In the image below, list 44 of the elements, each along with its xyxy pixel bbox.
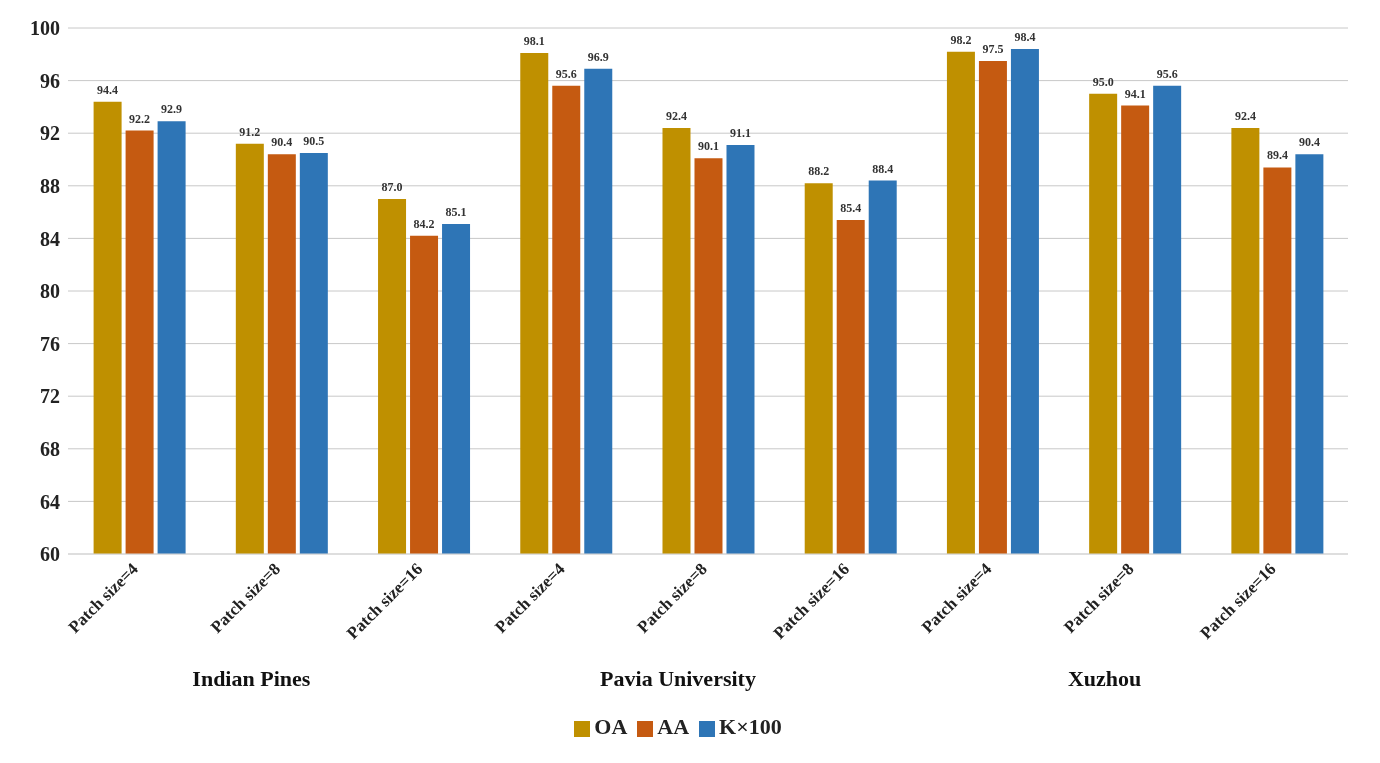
data-label: 85.4	[840, 200, 862, 215]
y-tick-label: 60	[40, 543, 60, 566]
data-label: 87.0	[381, 179, 403, 194]
data-label: 92.4	[665, 108, 687, 123]
data-label: 88.4	[872, 161, 894, 176]
data-label: 98.2	[950, 32, 972, 47]
data-label: 92.9	[161, 102, 183, 117]
y-tick-label: 80	[40, 280, 60, 303]
data-label: 91.2	[239, 124, 261, 139]
data-label: 98.1	[523, 33, 545, 48]
text: Indian Pines	[191, 666, 312, 692]
legend-label: K×100	[719, 714, 782, 739]
data-label: 92.4	[1234, 108, 1256, 123]
legend-label: OA	[594, 714, 628, 739]
y-tick-label: 64	[40, 490, 60, 513]
data-label: 95.0	[1092, 74, 1114, 89]
y-tick-label: 96	[40, 69, 60, 92]
data-label: 89.4	[1266, 148, 1288, 163]
y-tick-label: 100	[30, 17, 60, 40]
y-tick-label: 68	[40, 437, 60, 460]
y-tick-label: 84	[40, 227, 60, 250]
data-label: 91.1	[729, 126, 751, 141]
data-label: 97.5	[982, 41, 1004, 56]
legend-label: AA	[657, 714, 690, 739]
data-label: 98.4	[1014, 30, 1036, 45]
data-label: 90.1	[697, 139, 719, 154]
data-label: 95.6	[1156, 66, 1178, 81]
y-tick-label: 92	[40, 122, 60, 145]
data-label: 90.4	[271, 135, 293, 150]
data-label: 90.4	[1298, 135, 1320, 150]
data-label: 92.2	[129, 111, 151, 126]
data-label: 95.6	[555, 66, 577, 81]
data-label: 85.1	[445, 204, 467, 219]
text: Pavia University	[599, 666, 757, 692]
y-tick-label: 76	[40, 332, 60, 355]
data-label: 88.2	[808, 164, 830, 179]
data-label: 94.4	[97, 82, 119, 97]
data-label: 96.9	[587, 49, 609, 64]
y-tick-label: 72	[40, 385, 60, 408]
data-label: 94.1	[1124, 86, 1146, 101]
data-label: 90.5	[303, 133, 325, 148]
y-tick-label: 88	[40, 174, 60, 197]
data-label: 84.2	[413, 216, 435, 231]
text: Xuzhou	[1066, 666, 1143, 692]
